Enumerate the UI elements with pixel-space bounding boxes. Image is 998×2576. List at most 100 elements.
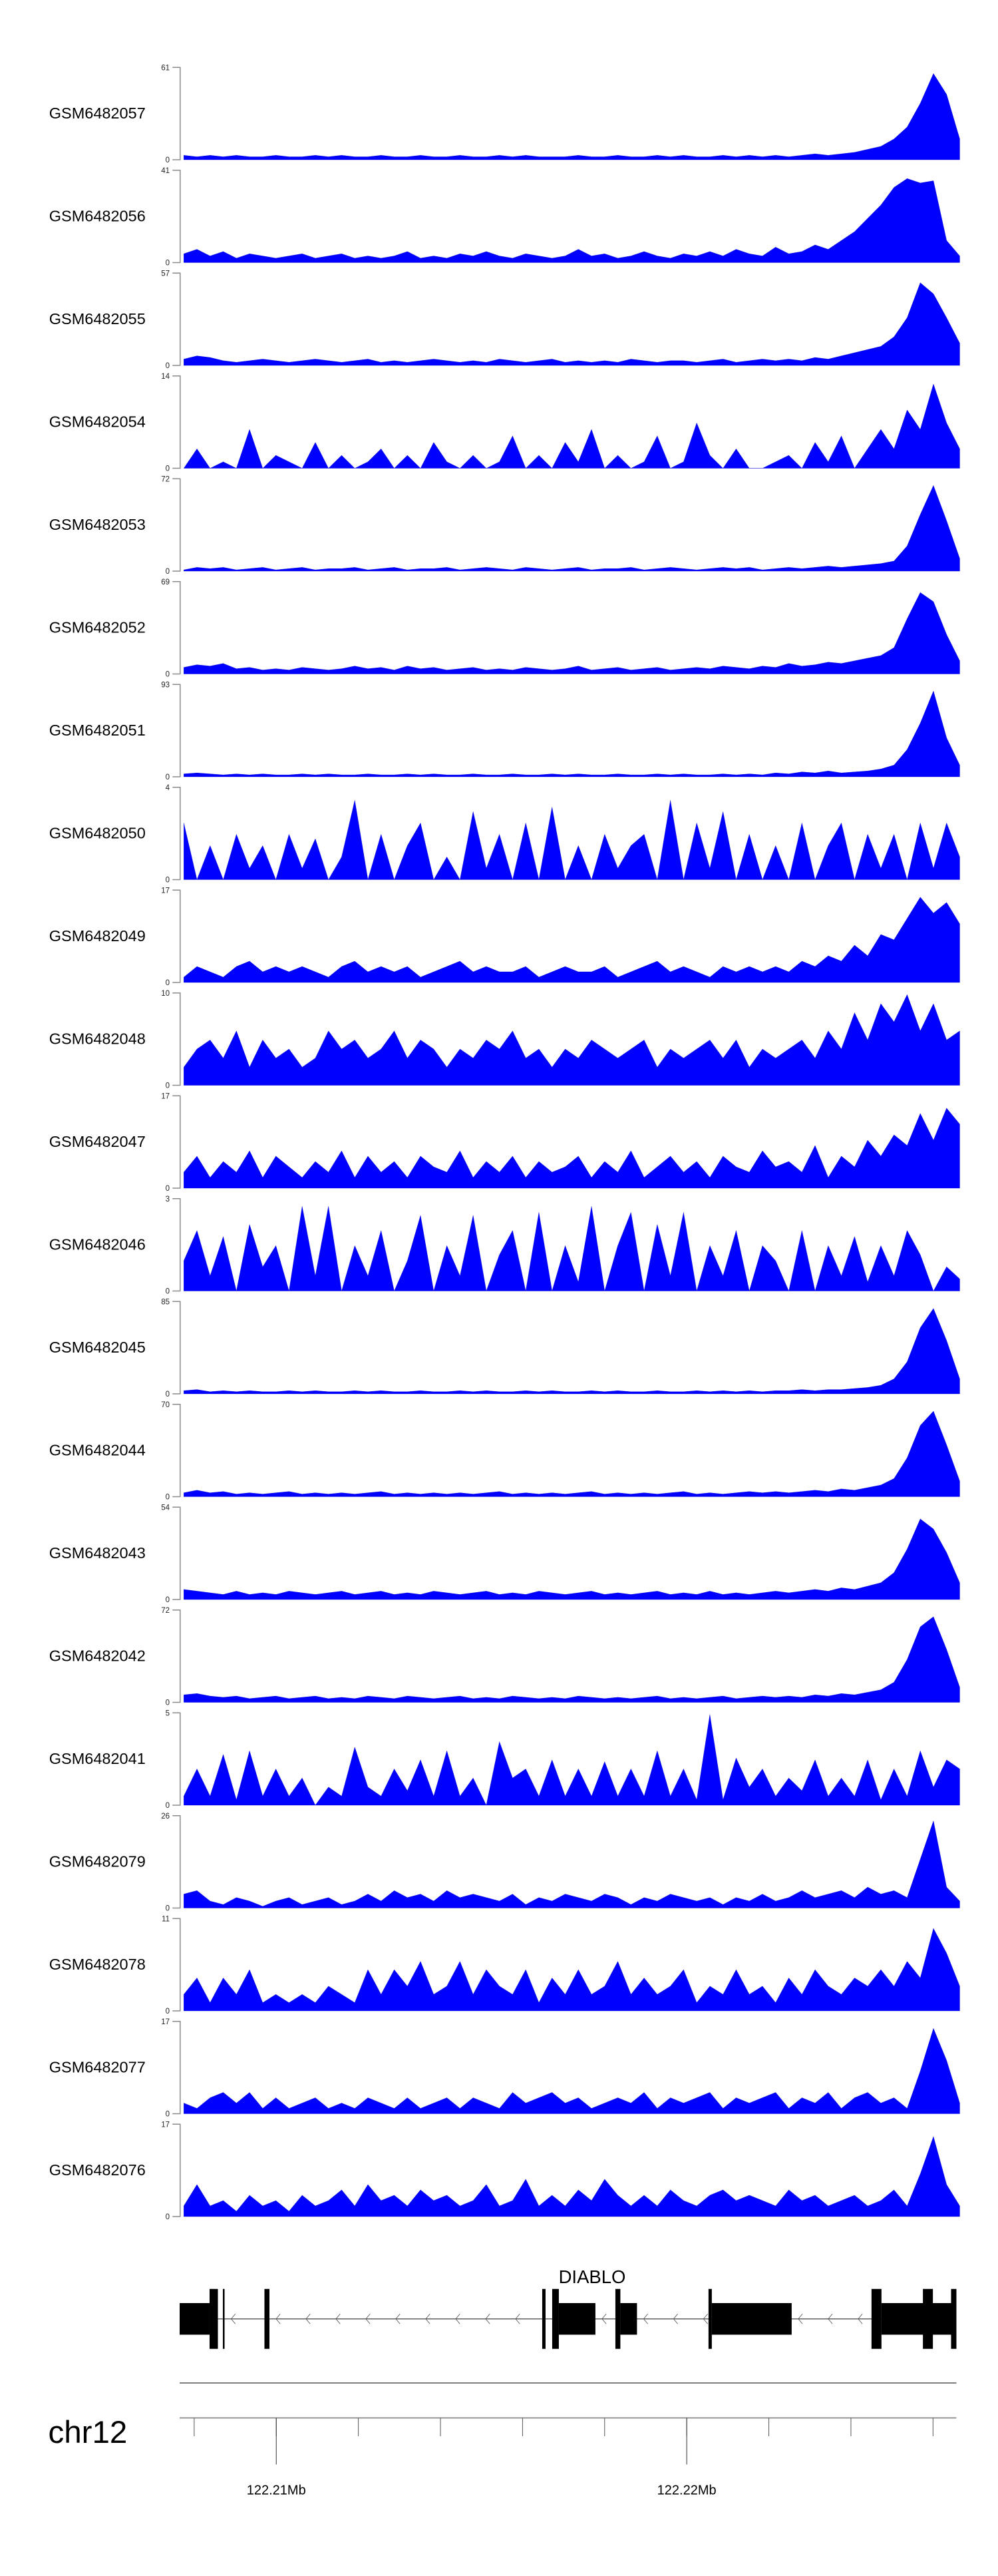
y-min-label: 0 <box>166 1494 170 1502</box>
coverage-area <box>184 897 960 983</box>
sample-label: GSM6482077 <box>49 2059 146 2076</box>
y-min-label: 0 <box>166 1699 170 1707</box>
coverage-track: GSM6482046 3 0 <box>49 1195 960 1296</box>
axis-tick-label: 122.22Mb <box>657 2483 717 2498</box>
strand-arrow-icon <box>798 2313 803 2324</box>
strand-arrow-icon <box>643 2313 648 2324</box>
y-axis <box>172 1610 181 1703</box>
coverage-track: GSM6482051 93 0 <box>49 681 960 781</box>
sample-label: GSM6482055 <box>49 310 146 327</box>
sample-label: GSM6482047 <box>49 1133 146 1150</box>
sample-label: GSM6482042 <box>49 1647 146 1665</box>
strand-arrow-icon <box>828 2313 833 2324</box>
gene-name-label: DIABLO <box>559 2266 626 2287</box>
coverage-track: GSM6482042 72 0 <box>49 1607 960 1707</box>
coverage-track: GSM6482053 72 0 <box>49 475 960 576</box>
coverage-track: GSM6482056 41 0 <box>49 167 960 268</box>
sample-label: GSM6482057 <box>49 105 146 122</box>
y-min-label: 0 <box>166 1802 170 1810</box>
y-min-label: 0 <box>166 156 170 164</box>
y-max-label: 85 <box>161 1298 170 1306</box>
exon <box>542 2288 546 2349</box>
coverage-area <box>184 800 960 881</box>
coverage-track: GSM6482054 14 0 <box>49 373 960 473</box>
y-max-label: 70 <box>161 1401 170 1409</box>
coverage-track: GSM6482052 69 0 <box>49 578 960 679</box>
coverage-track: GSM6482077 17 0 <box>49 2018 960 2119</box>
y-min-label: 0 <box>166 1288 170 1296</box>
coverage-area <box>184 1108 960 1189</box>
axis-tick-label: 122.21Mb <box>247 2483 306 2498</box>
y-max-label: 11 <box>162 1915 170 1923</box>
y-max-label: 72 <box>161 475 170 483</box>
strand-arrow-icon <box>230 2313 236 2324</box>
exon <box>711 2303 792 2335</box>
coverage-track: GSM6482078 11 0 <box>49 1915 960 2016</box>
sample-label: GSM6482048 <box>49 1030 146 1048</box>
coverage-track: GSM6482057 61 0 <box>49 64 960 164</box>
y-axis <box>172 67 181 160</box>
sample-label: GSM6482076 <box>49 2161 146 2179</box>
exon <box>951 2288 957 2349</box>
y-min-label: 0 <box>166 362 170 370</box>
y-min-label: 0 <box>166 1596 170 1604</box>
y-max-label: 10 <box>161 990 170 998</box>
coverage-track: GSM6482043 54 0 <box>49 1504 960 1604</box>
coverage-track: GSM6482041 5 0 <box>49 1709 960 1810</box>
exon <box>552 2288 559 2349</box>
strand-arrow-icon <box>703 2313 708 2324</box>
sample-label: GSM6482045 <box>49 1339 146 1356</box>
coverage-area <box>184 1518 960 1600</box>
coverage-area <box>184 1928 960 2012</box>
y-max-label: 14 <box>161 373 170 381</box>
strand-arrow-icon <box>275 2313 281 2324</box>
y-max-label: 54 <box>161 1504 170 1512</box>
sample-label: GSM6482041 <box>49 1750 146 1767</box>
coverage-track: GSM6482055 57 0 <box>49 270 960 370</box>
strand-arrow-icon <box>365 2313 371 2324</box>
y-axis <box>172 478 181 572</box>
y-max-label: 17 <box>161 2121 170 2129</box>
sample-label: GSM6482044 <box>49 1442 146 1459</box>
y-min-label: 0 <box>166 1905 170 1913</box>
strand-arrow-icon <box>395 2313 401 2324</box>
exon <box>871 2288 882 2349</box>
coverage-track: GSM6482076 17 0 <box>49 2121 960 2221</box>
strand-arrow-icon <box>455 2313 460 2324</box>
coverage-area <box>184 994 960 1086</box>
strand-arrow-icon <box>673 2313 678 2324</box>
coverage-area <box>184 1206 960 1292</box>
y-min-label: 0 <box>166 877 170 885</box>
coverage-area <box>184 2136 960 2217</box>
gene-model-track: DIABLO <box>180 2266 957 2349</box>
sample-label: GSM6482053 <box>49 516 146 533</box>
exon <box>180 2303 210 2335</box>
strand-arrow-icon <box>485 2313 490 2324</box>
sample-label: GSM6482046 <box>49 1236 146 1253</box>
sample-label: GSM6482051 <box>49 722 146 739</box>
strand-arrow-icon <box>425 2313 430 2324</box>
coverage-area <box>184 282 960 366</box>
strand-arrow-icon <box>601 2313 607 2324</box>
y-max-label: 57 <box>161 270 170 278</box>
y-max-label: 17 <box>161 2018 170 2026</box>
sample-label: GSM6482056 <box>49 208 146 225</box>
y-min-label: 0 <box>166 1185 170 1193</box>
y-axis <box>172 1712 181 1806</box>
y-max-label: 41 <box>161 167 170 175</box>
exon <box>615 2288 621 2349</box>
y-max-label: 4 <box>166 784 170 792</box>
strand-arrow-icon <box>515 2313 520 2324</box>
exon <box>620 2303 637 2335</box>
sample-label: GSM6482078 <box>49 1956 146 1973</box>
exon <box>923 2288 933 2349</box>
sample-label: GSM6482049 <box>49 927 146 945</box>
y-max-label: 93 <box>161 681 170 689</box>
y-axis <box>172 1506 181 1600</box>
y-axis <box>172 992 181 1086</box>
coverage-track: GSM6482079 26 0 <box>49 1813 960 1913</box>
coverage-area <box>184 1616 960 1703</box>
y-min-label: 0 <box>166 671 170 679</box>
y-min-label: 0 <box>166 2213 170 2221</box>
strand-arrow-icon <box>305 2313 311 2324</box>
